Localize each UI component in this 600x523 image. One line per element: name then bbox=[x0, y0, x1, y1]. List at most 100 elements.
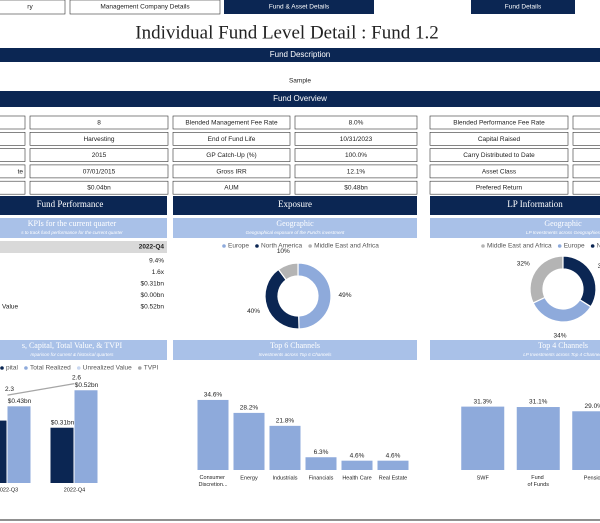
overview-label: Capital Raised bbox=[478, 136, 521, 143]
overview-cell bbox=[294, 115, 418, 130]
tab[interactable] bbox=[471, 0, 575, 14]
overview-cell bbox=[0, 148, 26, 162]
kpi-column: 2022-Q4 bbox=[139, 244, 165, 251]
bar bbox=[74, 390, 98, 483]
chart-subtitle: mparison for current & historical quarte… bbox=[31, 352, 115, 357]
legend-label: pital bbox=[6, 365, 18, 372]
overview-value: $0.04bn bbox=[87, 185, 111, 192]
x-tick-label: Real Estate bbox=[379, 475, 407, 481]
data-label: 2.3 bbox=[5, 386, 14, 393]
overview-value: 10/31/2023 bbox=[340, 136, 373, 143]
kpi-row-label: Value bbox=[2, 304, 19, 311]
legend-label: Europe bbox=[564, 243, 585, 250]
overview-value: Harvesting bbox=[83, 136, 114, 143]
overview-cell bbox=[294, 180, 418, 195]
overview-cell bbox=[429, 180, 569, 195]
data-label: 34% bbox=[554, 333, 567, 340]
tab-label[interactable]: Fund Details bbox=[505, 4, 542, 11]
bar bbox=[305, 457, 337, 470]
section-title: Exposure bbox=[278, 199, 312, 209]
kpi-subtitle: s to track fund performance for the curr… bbox=[21, 230, 123, 235]
legend-marker bbox=[255, 244, 259, 248]
overview-cell bbox=[572, 115, 600, 130]
line bbox=[7, 383, 75, 396]
page-title: Individual Fund Level Detail : Fund 1.2 bbox=[135, 22, 438, 43]
bar bbox=[377, 460, 409, 470]
kpi-value: 9.4% bbox=[149, 258, 164, 265]
overview-label: Blended Management Fee Rate bbox=[185, 120, 278, 127]
overview-cell bbox=[572, 180, 600, 195]
chart-title: Geographic bbox=[544, 219, 582, 228]
data-label: 4.6% bbox=[350, 452, 365, 459]
header-text: Fund Description bbox=[270, 50, 330, 59]
bar bbox=[197, 399, 229, 470]
overview-cell bbox=[29, 132, 169, 146]
legend-marker bbox=[24, 366, 28, 370]
overview-cell bbox=[0, 180, 26, 195]
tab[interactable] bbox=[224, 0, 374, 14]
overview-value: $0.48bn bbox=[344, 185, 368, 192]
subheader-bar bbox=[430, 218, 600, 238]
kpi-value: $0.31bn bbox=[141, 281, 165, 288]
overview-label: End of Fund Life bbox=[208, 136, 256, 143]
bar bbox=[341, 460, 373, 470]
overview-cell bbox=[172, 115, 291, 130]
section-bar bbox=[0, 196, 167, 215]
data-label: 34.6% bbox=[204, 392, 223, 399]
x-tick-label: Industrials bbox=[272, 475, 297, 481]
data-label: 49% bbox=[338, 292, 351, 299]
data-label: 31.3% bbox=[474, 398, 493, 405]
overview-value: 100.0% bbox=[345, 152, 367, 159]
overview-cell bbox=[294, 148, 418, 162]
overview-value: 12.1% bbox=[347, 168, 366, 175]
bar bbox=[50, 427, 74, 483]
legend-label: Total Realized bbox=[30, 365, 71, 372]
overview-cell bbox=[29, 115, 169, 130]
overview-cell bbox=[172, 164, 291, 179]
overview-label: te bbox=[18, 168, 24, 175]
tab-label[interactable]: Fund & Asset Details bbox=[269, 4, 330, 11]
data-label: 21.8% bbox=[276, 418, 295, 425]
header-bar bbox=[0, 48, 600, 62]
data-label: 40% bbox=[247, 308, 260, 315]
overview-label: Gross IRR bbox=[216, 168, 247, 175]
overview-cell bbox=[29, 164, 169, 179]
bar bbox=[233, 412, 265, 470]
legend-marker bbox=[308, 244, 312, 248]
x-tick-label: Health Care bbox=[342, 475, 371, 481]
data-label: 6.3% bbox=[314, 449, 329, 456]
donut-slice bbox=[277, 262, 299, 281]
chart-subtitle: Investments across Top 6 Channels bbox=[259, 352, 333, 357]
tab-label[interactable]: Management Company Details bbox=[100, 4, 190, 11]
tab-label[interactable]: ry bbox=[27, 4, 33, 11]
donut-slice bbox=[529, 255, 564, 304]
legend-label: North America bbox=[261, 243, 303, 250]
overview-label: Carry Distributed to Date bbox=[463, 152, 535, 159]
bar bbox=[269, 425, 301, 470]
overview-cell bbox=[572, 132, 600, 146]
x-tick-label: SWF bbox=[477, 475, 490, 481]
section-bar bbox=[430, 196, 600, 215]
tab[interactable] bbox=[69, 0, 221, 15]
subheader-bar bbox=[0, 340, 167, 360]
donut-slice bbox=[562, 255, 597, 308]
section-title: LP Information bbox=[507, 199, 563, 209]
legend-marker bbox=[137, 366, 142, 370]
x-tick-label: Consumer Discretion... bbox=[198, 475, 228, 488]
data-label: 32% bbox=[517, 261, 530, 268]
chart-subtitle: Geographical exposure of the Fund's inve… bbox=[246, 230, 345, 235]
overview-label: Prefered Return bbox=[476, 185, 523, 192]
overview-cell bbox=[429, 148, 569, 162]
chart-subtitle: LP Investments across Top 4 Channels bbox=[523, 352, 600, 357]
overview-cell bbox=[172, 132, 291, 146]
legend-marker bbox=[590, 244, 595, 248]
data-label: 2.6 bbox=[72, 374, 81, 381]
data-label: 10% bbox=[277, 248, 290, 255]
legend-marker bbox=[222, 244, 226, 248]
kpi-value: $0.52bn bbox=[141, 304, 165, 311]
x-tick-label: 2022-Q3 bbox=[0, 487, 18, 493]
overview-cell bbox=[0, 164, 26, 179]
tab[interactable] bbox=[0, 0, 66, 15]
kpi-title: KPIs for the current quarter bbox=[28, 219, 117, 228]
legend-label: TVPI bbox=[144, 365, 159, 372]
